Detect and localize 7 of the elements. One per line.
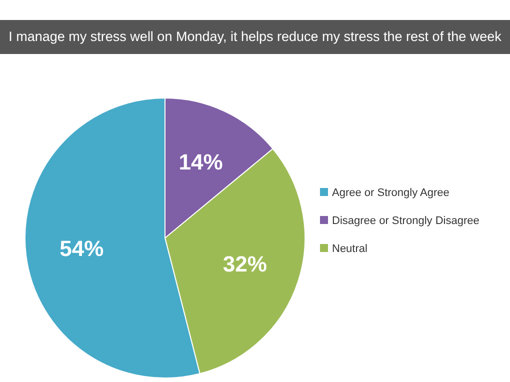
chart-title: I manage my stress well on Monday, it helps reduce my stress the rest of the week	[0, 20, 510, 54]
data-label: 32%	[222, 251, 267, 276]
legend-label: Disagree or Strongly Disagree	[332, 215, 480, 227]
legend-label: Agree or Strongly Agree	[332, 187, 450, 199]
legend-label: Neutral	[332, 243, 368, 255]
data-label: 14%	[178, 149, 223, 174]
data-label: 54%	[60, 236, 104, 262]
